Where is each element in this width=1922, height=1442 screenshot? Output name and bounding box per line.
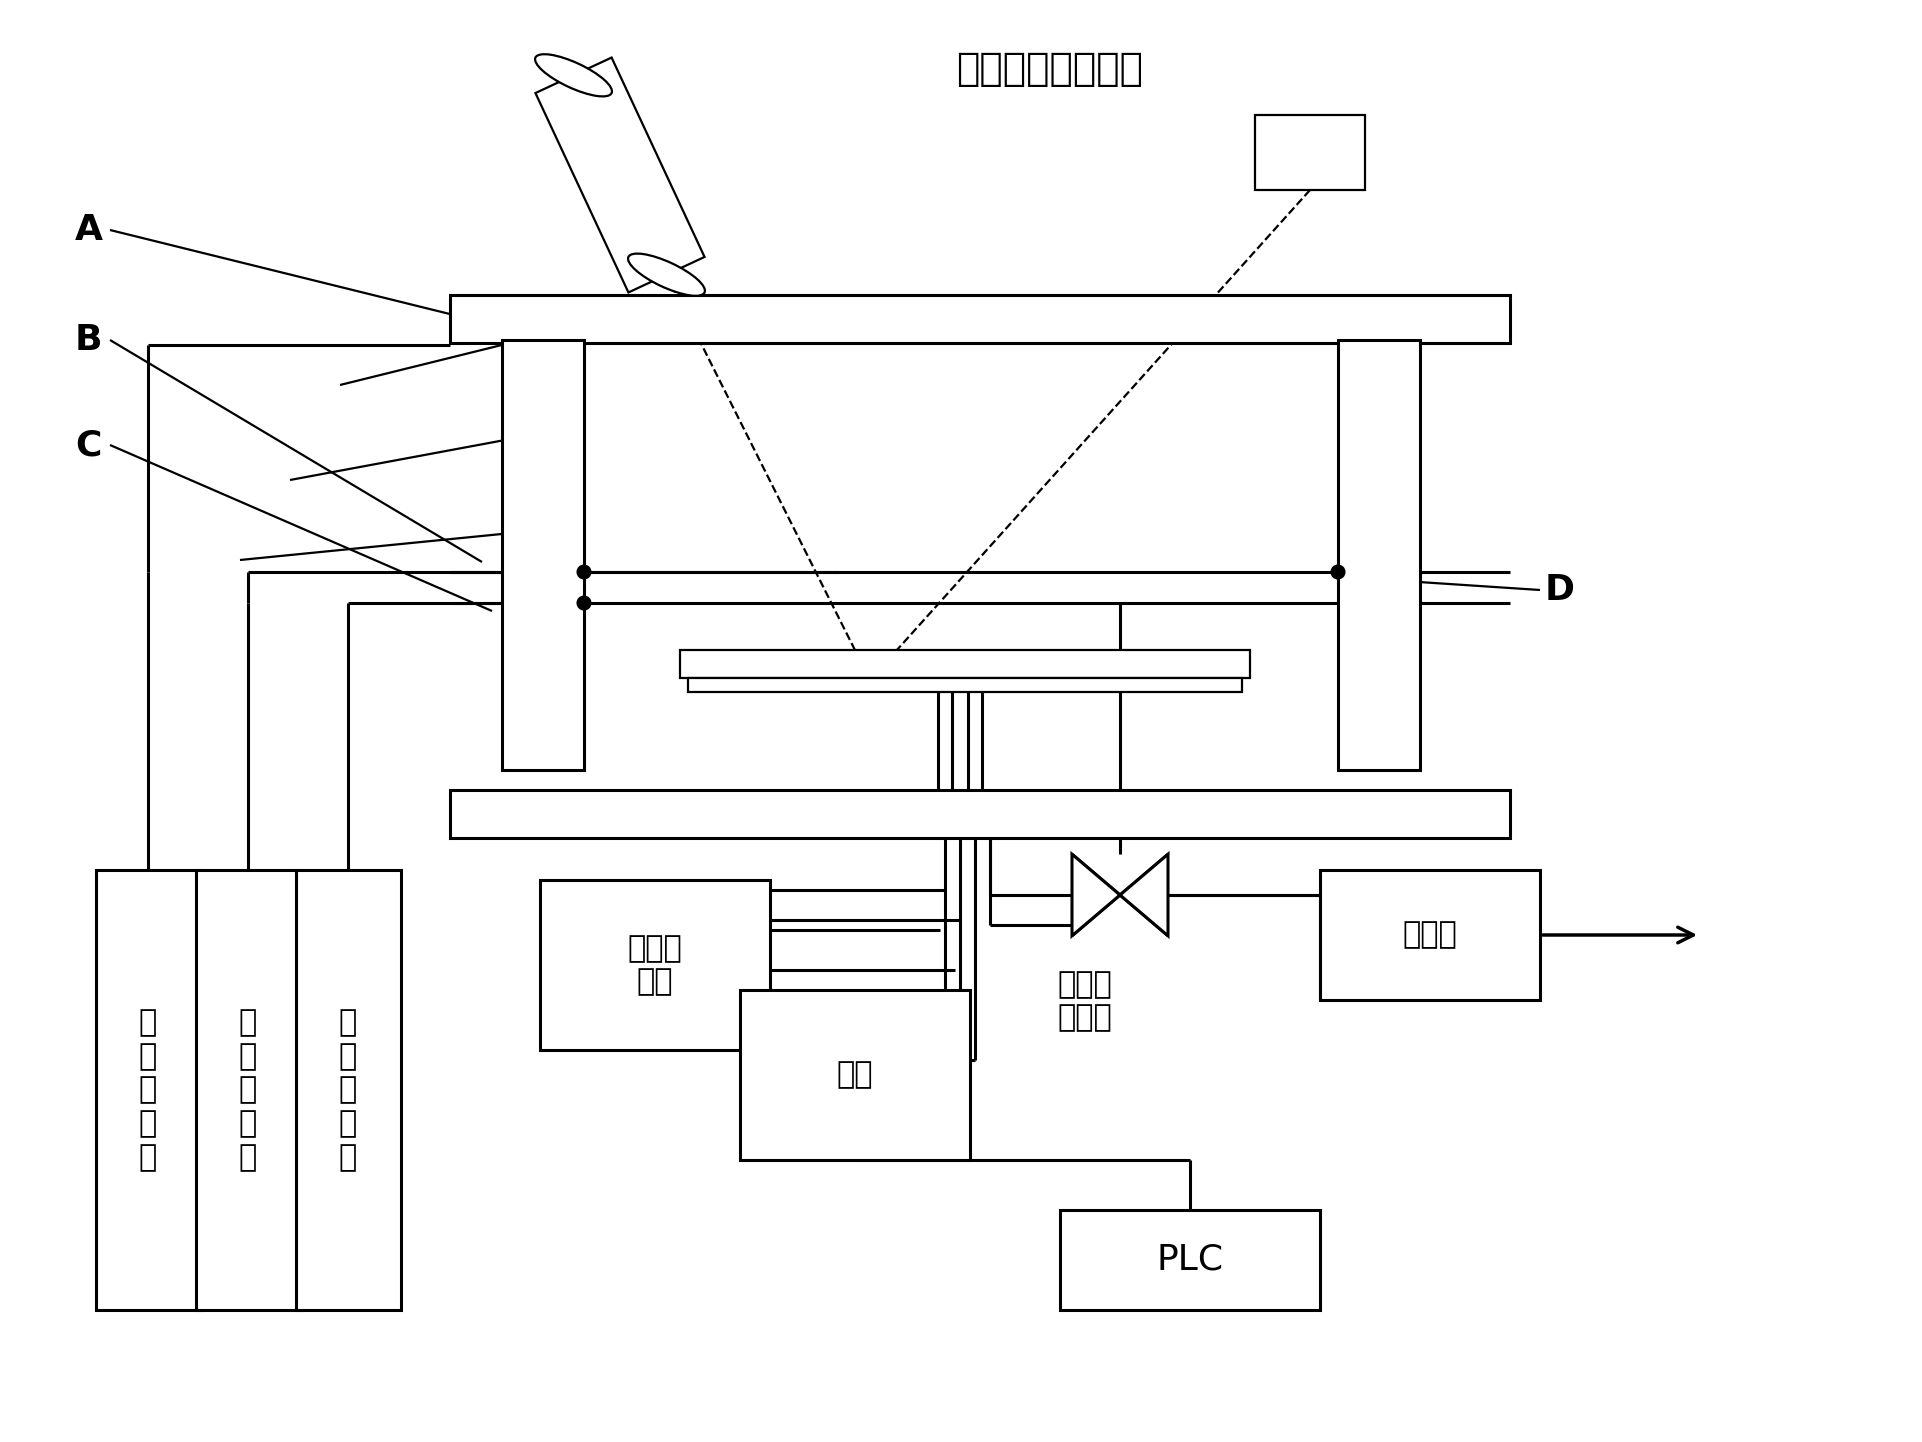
Bar <box>196 870 302 1309</box>
Bar <box>502 340 584 770</box>
Bar <box>450 790 1511 838</box>
Polygon shape <box>536 58 705 293</box>
Circle shape <box>579 597 590 609</box>
Text: 循环冷
却水: 循环冷 却水 <box>628 934 682 996</box>
Text: A: A <box>75 213 104 247</box>
Text: 实时膜厚监控系统: 实时膜厚监控系统 <box>957 50 1144 88</box>
Bar <box>1320 870 1540 999</box>
Polygon shape <box>1072 854 1169 936</box>
Text: PLC: PLC <box>1157 1243 1224 1278</box>
Text: 电机: 电机 <box>836 1060 873 1090</box>
Text: 单
体
气
源
罐: 单 体 气 源 罐 <box>238 1008 258 1172</box>
Bar <box>540 880 771 1050</box>
Text: 单
体
气
源
罐: 单 体 气 源 罐 <box>338 1008 357 1172</box>
Bar <box>450 296 1511 343</box>
Text: 压力控
制系统: 压力控 制系统 <box>1057 970 1113 1032</box>
Bar <box>680 650 1249 678</box>
Bar <box>688 678 1242 692</box>
Bar <box>1255 115 1365 190</box>
Bar <box>296 870 402 1309</box>
Text: D: D <box>1545 572 1574 607</box>
Bar <box>1061 1210 1320 1309</box>
Circle shape <box>1332 567 1343 578</box>
Text: C: C <box>75 428 102 461</box>
Ellipse shape <box>534 55 611 97</box>
Text: B: B <box>75 323 102 358</box>
Text: 引
发
剂
源
罐: 引 发 剂 源 罐 <box>138 1008 158 1172</box>
Bar <box>1338 340 1420 770</box>
Text: 真空泵: 真空泵 <box>1403 920 1457 949</box>
Circle shape <box>579 567 590 578</box>
Bar <box>740 991 971 1159</box>
Ellipse shape <box>628 254 705 296</box>
Bar <box>96 870 202 1309</box>
